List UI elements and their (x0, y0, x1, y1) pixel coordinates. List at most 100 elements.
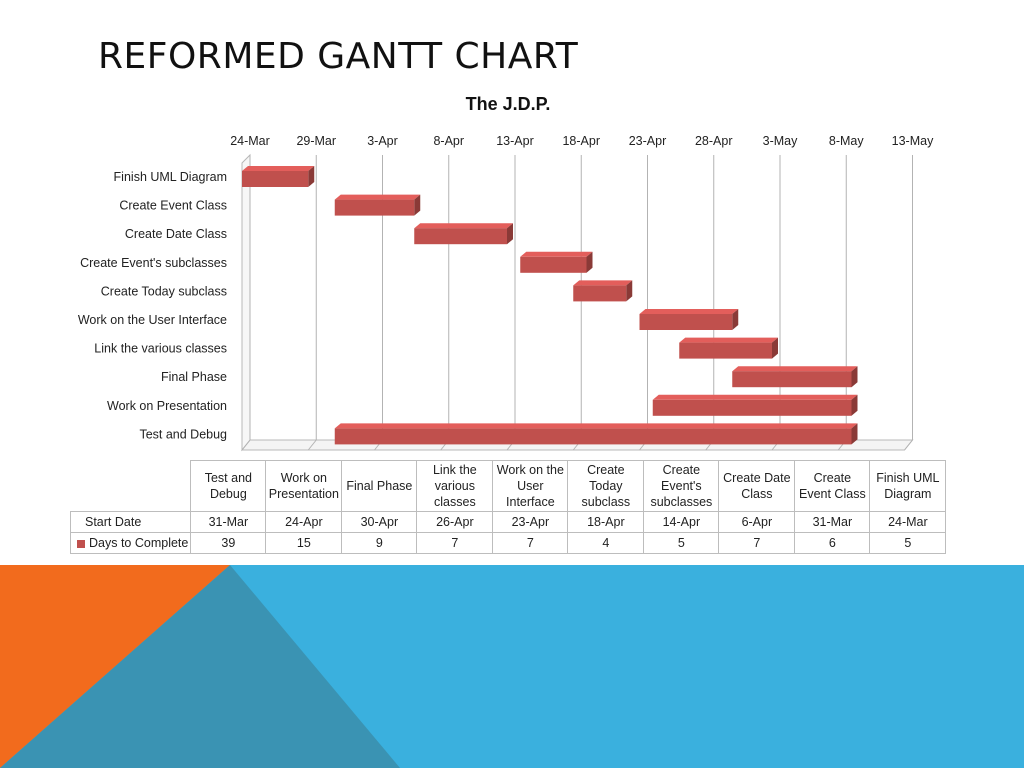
x-tick-label: 13-May (892, 134, 934, 148)
row-label-text: Start Date (85, 515, 142, 529)
bar-side-face (586, 251, 593, 273)
table-cell: 31-Mar (190, 511, 267, 533)
gantt-chart: The J.D.P. 24-Mar 29-Mar 3-Apr 8-Apr 13-Apr 1… (78, 94, 934, 452)
bar-side-face (851, 394, 858, 416)
gantt-bar (334, 423, 858, 445)
bar-top-face (639, 309, 739, 314)
table-cell: 5 (869, 532, 947, 554)
x-tick-label: 3-May (763, 134, 798, 148)
bar-top-face (732, 366, 858, 372)
table-cell: 4 (567, 532, 645, 554)
table-cell: 26-Apr (416, 511, 494, 533)
category-label: Create Event's subclasses (80, 256, 227, 270)
bar-front-face (652, 399, 852, 416)
bar-side-face (732, 309, 739, 330)
table-column-header: Create Event's subclasses (643, 460, 720, 512)
table-row: Days to Complete 39 15 9 7 7 4 5 7 6 5 (69, 532, 947, 554)
category-label: Test and Debug (139, 427, 227, 441)
x-tick-label: 28-Apr (695, 134, 733, 148)
category-label: Create Today subclass (101, 284, 227, 298)
bar-side-face (507, 223, 513, 245)
bar-top-face (414, 223, 513, 229)
table-cell: 24-Apr (265, 511, 343, 533)
gantt-bar (334, 194, 421, 216)
table-column-header: Work on the User Interface (492, 460, 569, 512)
category-label: Link the various classes (94, 342, 227, 356)
gantt-bar (414, 223, 513, 245)
gantt-bar (520, 251, 593, 273)
bar-front-face (573, 285, 627, 302)
gantt-bar (639, 309, 739, 330)
category-label: Create Event Class (119, 199, 227, 213)
table-cell: 6 (794, 532, 871, 554)
gantt-bar (573, 280, 633, 302)
category-label: Finish UML Diagram (114, 170, 227, 184)
x-tick-label: 29-Mar (296, 134, 336, 148)
gantt-bar (732, 366, 858, 388)
bar-front-face (334, 428, 852, 445)
bar-top-face (520, 251, 593, 257)
bar-top-face (242, 166, 315, 171)
x-tick-label: 13-Apr (496, 134, 534, 148)
category-label: Create Date Class (125, 227, 227, 241)
bar-top-face (334, 194, 421, 200)
table-column-header: Create Today subclass (567, 460, 645, 512)
table-cell: 6-Apr (718, 511, 796, 533)
table-column-header: Test and Debug (190, 460, 267, 512)
chart-left-wall (241, 153, 251, 452)
x-tick-label: 8-May (829, 134, 864, 148)
table-column-header: Create Date Class (718, 460, 796, 512)
table-column-header: Final Phase (341, 460, 418, 512)
table-cell: 30-Apr (341, 511, 418, 533)
x-tick-label: 24-Mar (230, 134, 270, 148)
bar-front-face (679, 342, 772, 359)
table-cell: 9 (341, 532, 418, 554)
gantt-bar (652, 394, 858, 416)
table-row: Start Date 31-Mar 24-Apr 30-Apr 26-Apr 23-Apr… (69, 511, 947, 533)
bar-front-face (334, 199, 415, 216)
legend-key (77, 539, 85, 548)
gridline-floor (307, 439, 317, 451)
bar-front-face (732, 371, 852, 388)
bar-side-face (772, 337, 778, 359)
slide-title: REFORMED GANTT CHART (98, 36, 579, 77)
table-column-header: Create Event Class (794, 460, 871, 512)
category-label: Work on Presentation (107, 399, 227, 413)
table-column-header: Finish UML Diagram (869, 460, 947, 512)
table-cell: 14-Apr (643, 511, 720, 533)
table-cell: 18-Apr (567, 511, 645, 533)
table-column-header: Link the various classes (416, 460, 494, 512)
gridline-floor (241, 439, 251, 451)
gridline-floor (904, 439, 913, 451)
category-label: Work on the User Interface (78, 313, 227, 327)
bar-front-face (639, 314, 733, 330)
x-tick-label: 18-Apr (562, 134, 600, 148)
x-tick-label: 3-Apr (367, 134, 398, 148)
chart-title: The J.D.P. (466, 94, 551, 114)
gantt-bar (679, 337, 778, 359)
bar-side-face (851, 423, 858, 445)
table-cell: 39 (190, 532, 267, 554)
gantt-bar (242, 166, 315, 187)
table-cell: 24-Mar (869, 511, 947, 533)
table-corner (70, 460, 192, 512)
chart-data-table: Test and Debug Work on Presentation Final … (69, 460, 947, 554)
table-cell: 23-Apr (492, 511, 569, 533)
bar-front-face (520, 256, 587, 273)
x-tick-label: 8-Apr (433, 134, 464, 148)
table-cell: 7 (718, 532, 796, 554)
table-row-label: Days to Complete (69, 532, 192, 554)
x-tick-label: 23-Apr (629, 134, 667, 148)
bar-side-face (626, 280, 633, 302)
table-cell: 5 (643, 532, 720, 554)
bar-front-face (242, 171, 309, 187)
bar-top-face (679, 337, 778, 343)
table-column-header: Work on Presentation (265, 460, 343, 512)
bar-top-face (652, 394, 858, 400)
bar-side-face (414, 194, 421, 216)
bar-front-face (414, 228, 507, 245)
table-cell: 31-Mar (794, 511, 871, 533)
table-row-label: Start Date (69, 511, 192, 533)
table-cell: 7 (492, 532, 569, 554)
bar-side-face (308, 166, 315, 187)
